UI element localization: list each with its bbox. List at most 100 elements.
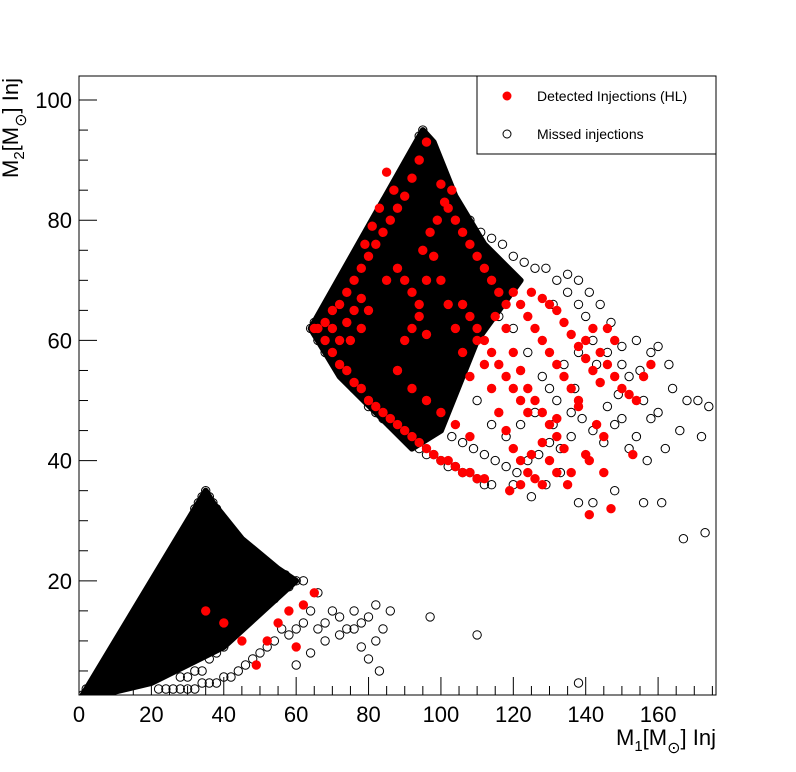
detected-point-104	[559, 317, 569, 328]
detected-point-169	[523, 407, 533, 418]
detected-point-73	[494, 407, 504, 418]
missed-point-129	[450, 359, 461, 370]
missed-point-118	[552, 395, 562, 406]
detected-point-2	[407, 173, 417, 183]
detected-point-176	[309, 588, 319, 598]
y-tick-label-40: 40	[48, 449, 72, 474]
detected-point-98	[566, 383, 576, 394]
missed-point-17	[664, 359, 674, 370]
missed-point-131	[486, 419, 497, 430]
missed-point-195	[255, 648, 265, 658]
detected-point-59	[465, 371, 475, 382]
detected-point-171	[291, 642, 301, 652]
detected-point-157	[407, 287, 417, 297]
detected-point-83	[515, 365, 526, 376]
missed-point-237	[175, 534, 186, 544]
missed-point-50	[581, 311, 591, 322]
missed-point-4	[693, 395, 703, 406]
missed-point-171	[472, 630, 482, 640]
missed-point-161	[367, 317, 377, 328]
missed-point-126	[407, 347, 417, 358]
detected-point-7	[371, 239, 381, 250]
detected-point-142	[432, 215, 442, 225]
detected-point-126	[591, 419, 602, 430]
detected-point-140	[418, 245, 428, 256]
missed-point-160	[360, 335, 370, 346]
detected-point-118	[638, 371, 649, 382]
missed-point-190	[291, 624, 301, 634]
detected-point-173	[273, 618, 283, 628]
detected-point-170	[251, 660, 261, 670]
detected-point-29	[407, 431, 417, 442]
missed-point-28	[566, 431, 576, 442]
missed-point-272	[229, 534, 240, 544]
missed-point-242	[157, 570, 167, 580]
missed-point-284	[273, 570, 283, 580]
missed-point-173	[374, 666, 385, 676]
missed-point-0	[704, 401, 714, 412]
missed-point-210	[291, 660, 301, 670]
missed-point-180	[363, 612, 374, 622]
missed-point-2	[700, 528, 710, 538]
detected-point-37	[465, 467, 475, 478]
missed-point-56	[519, 257, 529, 267]
detected-point-39	[479, 474, 490, 484]
detected-point-42	[450, 215, 461, 225]
detected-point-26	[385, 413, 395, 424]
missed-point-282	[266, 564, 276, 574]
legend-detected-label: Detected Injections (HL)	[537, 88, 687, 104]
detected-point-129	[628, 449, 638, 460]
missed-point-199	[226, 672, 236, 682]
missed-point-178	[385, 606, 395, 616]
detected-point-106	[573, 341, 584, 352]
missed-point-258	[99, 672, 110, 682]
detected-point-117	[631, 395, 642, 406]
missed-point-121	[385, 239, 395, 250]
missed-point-11	[642, 455, 652, 466]
missed-point-186	[320, 618, 330, 628]
missed-point-202	[204, 678, 215, 688]
missed-point-206	[175, 684, 186, 694]
detected-point-24	[371, 401, 381, 412]
detected-point-93	[530, 323, 540, 334]
detected-point-163	[479, 335, 490, 346]
missed-point-13	[617, 413, 627, 424]
detected-point-54	[429, 251, 439, 261]
detected-point-57	[450, 323, 461, 334]
detected-point-139	[599, 467, 609, 478]
detected-point-61	[363, 305, 374, 316]
detected-point-19	[334, 359, 345, 370]
detected-point-52	[414, 299, 424, 310]
missed-point-176	[371, 636, 381, 646]
detected-point-64	[392, 365, 403, 376]
detected-point-85	[530, 395, 540, 406]
missed-point-188	[305, 606, 316, 616]
x-tick-label-100: 100	[423, 702, 460, 727]
detected-point-63	[345, 335, 356, 346]
detected-point-141	[425, 227, 435, 238]
missed-point-15	[667, 383, 678, 394]
detected-point-127	[599, 431, 609, 442]
missed-point-145	[595, 299, 605, 310]
missed-point-148	[562, 269, 573, 279]
missed-point-143	[617, 341, 627, 352]
x-axis-title: M1[M⊙] Inj	[616, 725, 716, 757]
detected-point-162	[472, 323, 482, 334]
missed-point-69	[410, 143, 421, 153]
detected-point-152	[342, 317, 352, 328]
detected-point-135	[562, 480, 573, 490]
missed-point-218	[269, 594, 280, 604]
detected-point-103	[552, 305, 562, 316]
missed-point-229	[175, 672, 186, 682]
detected-point-160	[457, 299, 468, 310]
detected-point-82	[508, 347, 518, 358]
detected-point-88	[552, 431, 562, 442]
missed-point-212	[320, 636, 330, 646]
detected-point-113	[602, 359, 613, 370]
detected-point-62	[356, 323, 366, 334]
missed-point-189	[298, 618, 309, 628]
x-axis: 0 20 40 60 80 100 120 140 160	[73, 677, 713, 727]
missed-point-36	[479, 449, 490, 460]
missed-point-226	[197, 666, 207, 676]
detected-point-48	[494, 287, 504, 297]
